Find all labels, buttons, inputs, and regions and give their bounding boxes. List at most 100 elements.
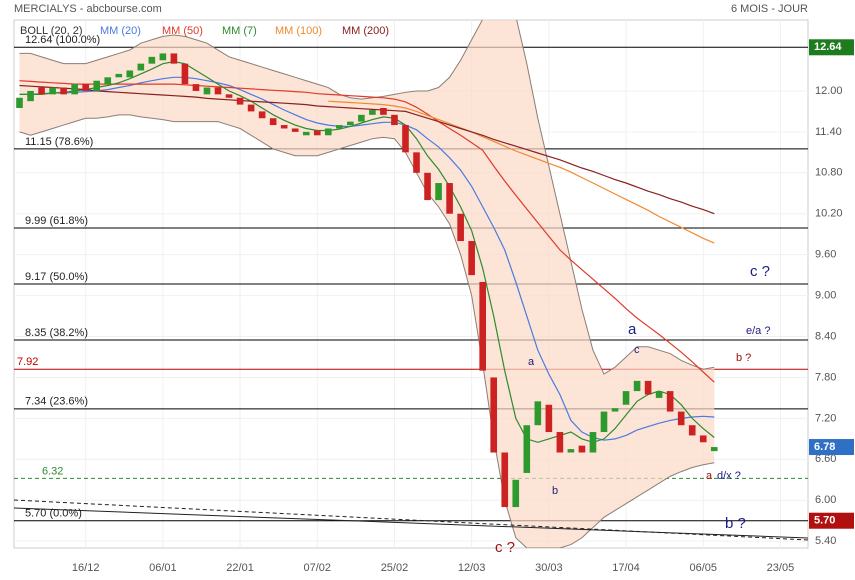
wave-annotation: d/x ? [717, 470, 741, 482]
candle [148, 56, 156, 64]
level-label: 7.34 (23.6%) [25, 396, 88, 408]
y-tick-label: 7.80 [815, 371, 836, 383]
y-tick-label: 9.00 [815, 290, 836, 302]
x-tick-label: 17/04 [612, 562, 640, 574]
level-label: 12.64 (100.0%) [25, 34, 100, 46]
x-tick-label: 06/05 [689, 562, 717, 574]
candle [49, 87, 56, 95]
candle [291, 128, 299, 132]
candle [600, 411, 608, 433]
candle [258, 111, 266, 119]
candle [71, 84, 78, 95]
moving-average [19, 84, 715, 215]
wave-annotation: a [528, 356, 535, 368]
candle [699, 435, 707, 443]
candle [391, 114, 398, 126]
candle [159, 53, 167, 61]
candle [413, 152, 420, 173]
candle [192, 84, 200, 91]
level-label: 9.99 (61.8%) [25, 215, 88, 227]
candle [666, 391, 674, 412]
legend-entry: MM (100) [275, 25, 322, 37]
bollinger-upper [19, 20, 715, 375]
candle [82, 84, 89, 91]
y-tick-label: 6.00 [815, 494, 836, 506]
candle [313, 130, 321, 136]
candle [468, 241, 475, 276]
level-label: 6.32 [42, 465, 63, 477]
candle [556, 432, 564, 453]
candle [115, 73, 123, 78]
legend-entry: MM (50) [162, 25, 203, 37]
y-tick-label: 5.40 [815, 535, 836, 547]
candle [677, 411, 685, 426]
candle [578, 445, 586, 453]
legend-entry: MM (20) [100, 25, 141, 37]
candle [611, 408, 619, 412]
wave-annotation: a [706, 470, 713, 482]
candle [523, 425, 531, 473]
level-label: 8.35 (38.2%) [25, 327, 88, 339]
y-tick-label: 11.40 [815, 126, 842, 138]
candle [236, 97, 244, 105]
x-tick-label: 12/03 [458, 562, 486, 574]
y-tick-label: 10.20 [815, 208, 843, 220]
wave-annotation: e/a ? [746, 325, 770, 337]
bollinger-lower [19, 114, 715, 548]
candle [203, 87, 211, 95]
wave-annotation: c [634, 344, 640, 356]
candle [567, 449, 575, 453]
candle [336, 125, 343, 129]
price-tag [809, 39, 854, 56]
x-tick-label: 25/02 [381, 562, 409, 574]
candle [358, 114, 365, 122]
price-tag-label: 12.64 [814, 41, 842, 53]
legend-entry: BOLL (20, 2) [20, 25, 83, 37]
legend-entry: MM (7) [222, 25, 257, 37]
candle [710, 447, 718, 452]
chart-header: MERCIALYS - abcbourse.com [14, 3, 162, 15]
candle [269, 118, 277, 126]
x-tick-label: 16/12 [72, 562, 100, 574]
trendline [14, 507, 808, 539]
x-tick-label: 23/05 [767, 562, 795, 574]
candle [347, 121, 354, 126]
candle [435, 183, 442, 201]
candle [589, 432, 597, 453]
wave-annotation: c ? [495, 539, 515, 556]
candle [60, 87, 67, 95]
wave-annotation: c ? [750, 263, 770, 280]
candle [622, 391, 630, 405]
y-tick-label: 12.00 [815, 85, 843, 97]
y-tick-label: 10.80 [815, 167, 843, 179]
candle [324, 128, 332, 136]
wave-annotation: b [552, 485, 558, 497]
x-tick-label: 06/01 [149, 562, 177, 574]
candle [501, 452, 509, 508]
wave-annotation: a [628, 321, 637, 338]
level-label: 7.92 [17, 356, 38, 368]
candle [280, 125, 288, 129]
candle [402, 125, 409, 153]
wave-annotation: b ? [725, 515, 746, 532]
candle [633, 380, 641, 392]
candle [424, 172, 431, 201]
candle [446, 183, 453, 214]
candle [247, 104, 255, 112]
chart-timeframe: 6 MOIS - JOUR [731, 3, 808, 15]
candle [104, 77, 112, 85]
candle [512, 479, 520, 508]
y-tick-label: 9.60 [815, 249, 836, 261]
candle [688, 425, 696, 436]
candle [38, 87, 45, 95]
moving-average [328, 100, 715, 244]
candle [369, 110, 376, 115]
candle [137, 63, 145, 71]
candle [380, 108, 387, 115]
level-label: 5.70 (0.0%) [25, 508, 82, 520]
x-tick-label: 22/01 [226, 562, 254, 574]
candle [534, 401, 542, 426]
candle [545, 404, 553, 433]
